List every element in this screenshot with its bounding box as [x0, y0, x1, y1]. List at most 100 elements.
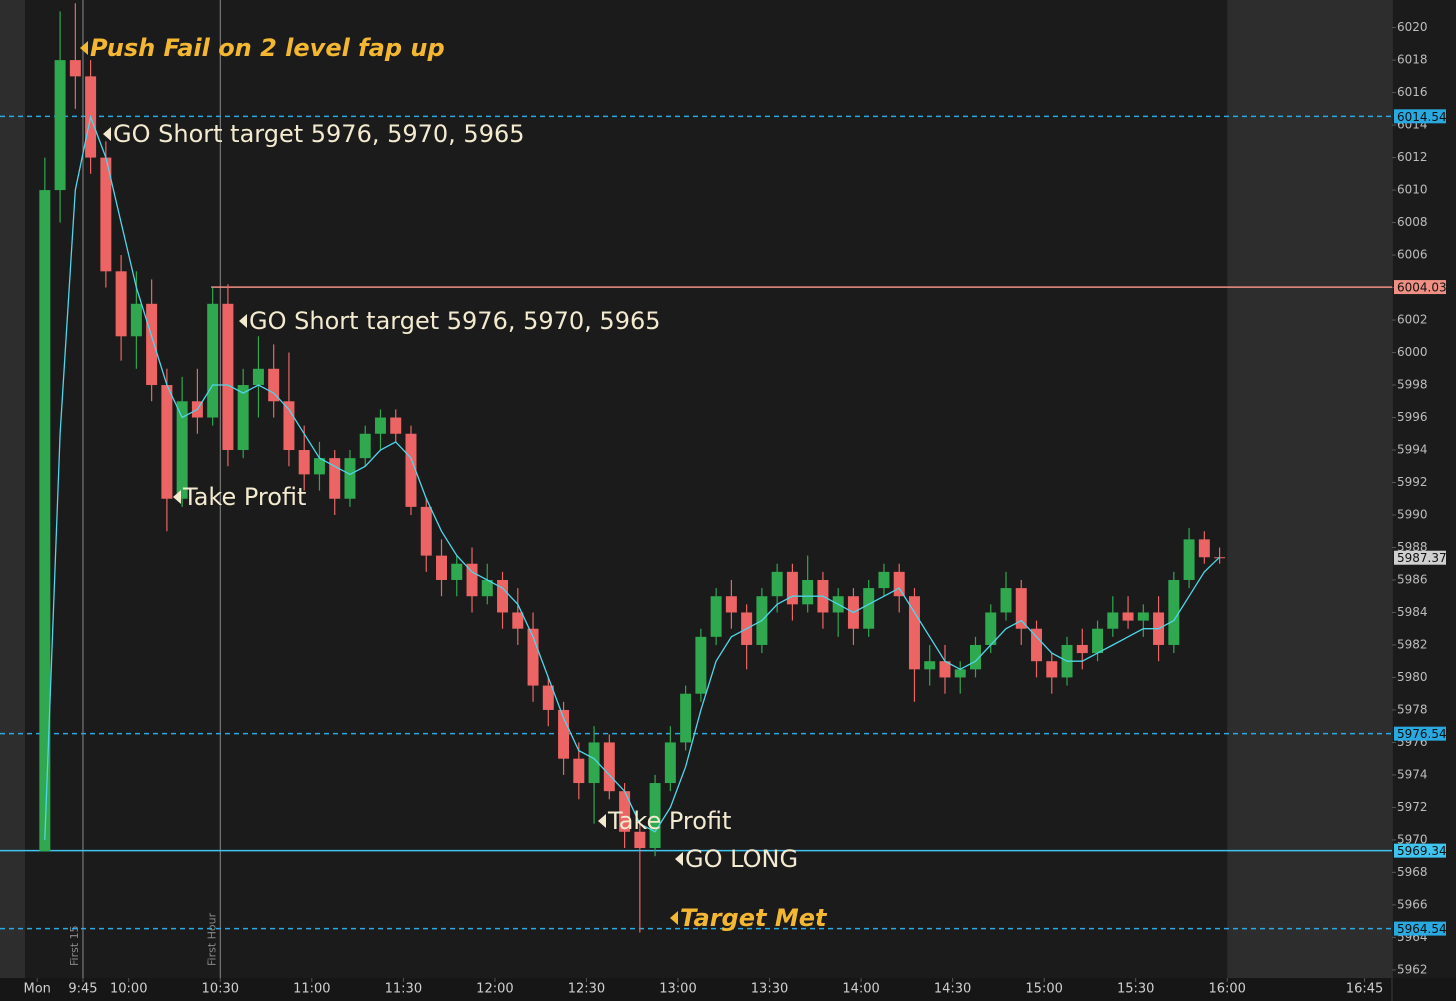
x-tick-label: 14:30: [934, 982, 971, 997]
annotation-pointer: [173, 490, 181, 504]
y-tick-label: 5970: [1397, 832, 1428, 846]
y-tick-label: 6012: [1397, 150, 1428, 164]
y-tick-label: 6018: [1397, 53, 1428, 67]
candle-body: [54, 60, 66, 191]
x-tick-label: 12:30: [568, 982, 605, 997]
candle-body: [420, 506, 432, 556]
annotation-pointer: [239, 314, 247, 328]
x-tick-label: 15:00: [1025, 982, 1062, 997]
candle-body: [893, 571, 905, 597]
candle-body: [695, 636, 707, 694]
annotation: Push Fail on 2 level fap up: [90, 34, 445, 62]
candle-body: [39, 190, 51, 852]
candle-body: [252, 368, 264, 386]
candle-body: [1046, 661, 1058, 678]
y-tick-label: 6002: [1397, 313, 1428, 327]
annotation-pointer: [670, 911, 678, 925]
candle-body: [222, 303, 234, 451]
y-tick-label: 6010: [1397, 183, 1428, 197]
candle-body: [985, 612, 997, 645]
candle-body: [878, 571, 890, 589]
candle-body: [710, 596, 722, 637]
candle-body: [939, 661, 951, 678]
candle-body: [115, 271, 127, 337]
annotation: GO Short target 5976, 5970, 5965: [113, 120, 525, 148]
y-tick-label: 6000: [1397, 345, 1428, 359]
candle-body: [100, 157, 112, 272]
candle-body: [969, 644, 981, 670]
y-tick-label: 5972: [1397, 800, 1428, 814]
y-tick-label: 5988: [1397, 540, 1428, 554]
y-tick-label: 6006: [1397, 248, 1428, 262]
candle-body: [344, 458, 356, 499]
candle-body: [634, 831, 646, 849]
candle-body: [664, 742, 676, 784]
candle-body: [146, 303, 158, 386]
annotation-pointer: [598, 814, 606, 828]
candle-body: [1168, 579, 1180, 645]
candle-body: [542, 685, 554, 710]
candle-body: [390, 417, 402, 434]
candle-body: [466, 563, 478, 597]
afterhours-shade: [1227, 0, 1392, 978]
candle-body: [298, 450, 310, 475]
marker-label: First Hour: [205, 912, 218, 966]
candle-body: [497, 579, 509, 613]
candle-body: [405, 433, 417, 507]
y-tick-label: 5984: [1397, 605, 1428, 619]
candle-body: [924, 661, 936, 670]
candle-body: [313, 458, 325, 475]
candle-body: [1183, 539, 1195, 580]
candle-body: [954, 669, 966, 678]
candle-body: [374, 417, 386, 434]
candle-body: [130, 303, 142, 337]
y-tick-label: 5996: [1397, 410, 1428, 424]
y-tick-label: 6016: [1397, 85, 1428, 99]
last-price-box: [1394, 550, 1446, 565]
candle-body: [908, 596, 920, 670]
annotation: Take Profit: [182, 483, 306, 511]
candle-body: [863, 588, 875, 629]
candle-body: [512, 612, 524, 629]
candle-body: [588, 742, 600, 784]
y-tick-label: 5990: [1397, 507, 1428, 521]
candle-body: [481, 579, 493, 597]
candle-body: [1076, 644, 1088, 654]
annotation: GO LONG: [685, 845, 798, 873]
x-tick-label: 16:00: [1208, 982, 1245, 997]
annotation: Take Profit: [607, 807, 731, 835]
x-tick-label: 13:00: [659, 982, 696, 997]
x-tick-label: Mon: [23, 982, 50, 997]
level-label-box: [1394, 726, 1446, 741]
level-label-box: [1394, 843, 1446, 858]
candle-body: [69, 60, 81, 77]
y-tick-label: 5998: [1397, 378, 1428, 392]
x-tick-label: 16:45: [1346, 982, 1383, 997]
moving-average: [44, 114, 1221, 840]
candle-body: [1092, 628, 1104, 654]
candle-body: [771, 571, 783, 597]
x-tick-label: 14:00: [842, 982, 879, 997]
candle-body: [359, 433, 371, 459]
premarket-shade: [0, 0, 25, 978]
annotation-pointer: [80, 41, 88, 55]
level-label-box: [1394, 280, 1446, 295]
candle-body: [1107, 612, 1119, 629]
candle-body: [237, 385, 249, 451]
candle-body: [1122, 612, 1134, 621]
candle-body: [1015, 588, 1027, 629]
candle-body: [603, 742, 615, 792]
x-tick-label: 11:00: [293, 982, 330, 997]
candle-body: [161, 385, 173, 499]
x-tick-label: 15:30: [1117, 982, 1154, 997]
level-label: 5976.54: [1397, 727, 1447, 741]
x-tick-label: 9:45: [68, 982, 97, 997]
candle-body: [176, 401, 188, 499]
x-tick-label: 11:30: [385, 982, 422, 997]
level-label: 5964.54: [1397, 922, 1447, 936]
candle-body: [451, 563, 463, 580]
candle-body: [802, 579, 814, 605]
candle-body: [1198, 539, 1210, 558]
